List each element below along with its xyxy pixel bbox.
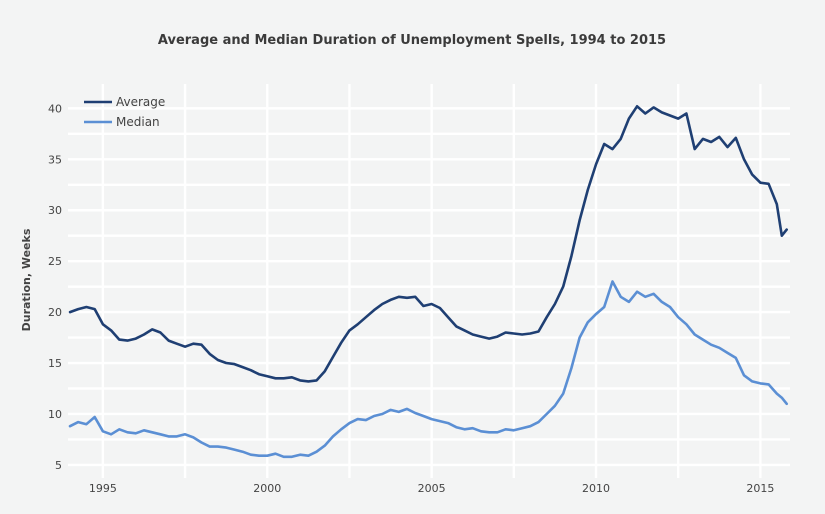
y-tick-label: 35 [48,153,62,166]
y-tick-label: 40 [48,102,62,115]
grid [68,84,790,478]
x-tick-label: 2005 [418,482,446,495]
x-tick-label: 1995 [89,482,117,495]
x-tick-label: 2000 [253,482,281,495]
y-tick-label: 20 [48,306,62,319]
chart-title: Average and Median Duration of Unemploym… [158,33,666,48]
legend-label-average: Average [116,95,165,109]
legend-label-median: Median [116,115,160,129]
y-tick-label: 25 [48,255,62,268]
y-tick-label: 30 [48,204,62,217]
y-axis-label: Duration, Weeks [20,228,33,331]
y-tick-label: 15 [48,357,62,370]
y-tick-label: 10 [48,408,62,421]
x-tick-label: 2010 [582,482,610,495]
series-lines [68,105,788,459]
x-axis-ticks: 1995 2000 2005 2010 2015 [89,482,775,495]
y-axis-ticks: 5 10 15 20 25 30 35 40 [48,102,62,472]
series-line-median [68,280,788,459]
y-tick-label: 5 [55,459,62,472]
legend: Average Median [84,95,165,129]
series-line-average [68,105,788,383]
x-tick-label: 2015 [746,482,774,495]
